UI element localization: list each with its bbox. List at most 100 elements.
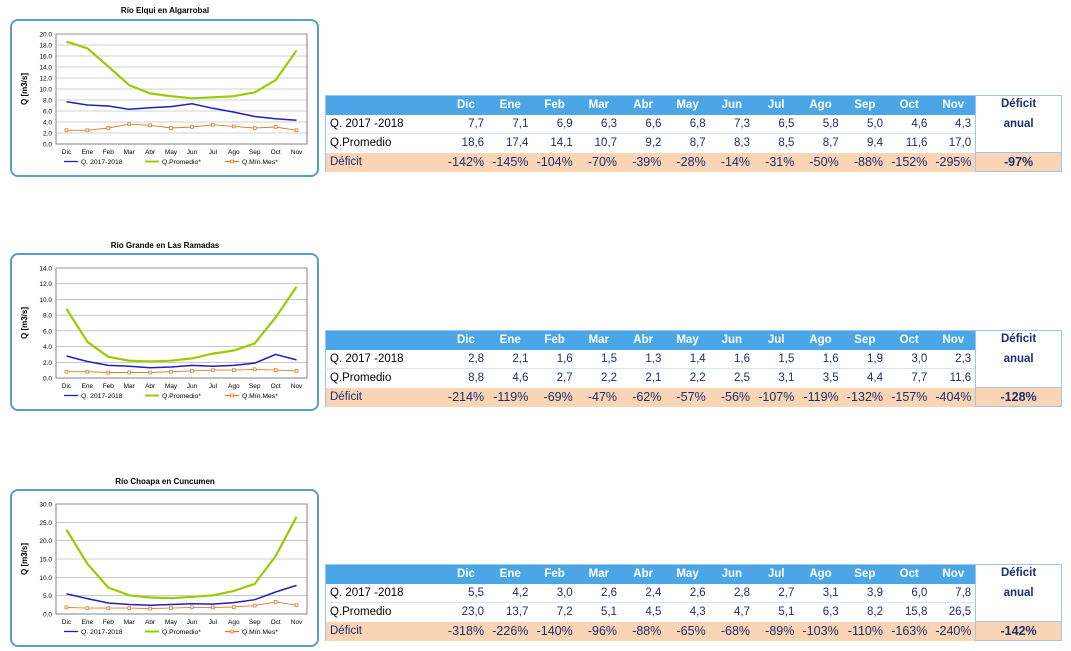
annual-deficit-value: -97% [975, 152, 1062, 172]
table-cell: -57% [665, 387, 710, 407]
table-cell: 1,9 [842, 349, 888, 369]
table-cell: -31% [754, 152, 799, 172]
month-header: Nov [931, 564, 976, 584]
table-cell: 1,6 [532, 349, 577, 369]
data-point [148, 123, 152, 128]
table-cell: -28% [665, 152, 710, 172]
data-point [127, 122, 132, 127]
y-tick-label: 4.0 [43, 120, 52, 127]
data-point [64, 128, 69, 133]
y-tick-label: 6.0 [43, 328, 52, 335]
table-cell: 2,5 [734, 372, 751, 385]
table-cell: 11,6 [949, 372, 972, 385]
series-line-min [66, 368, 297, 373]
data-point [148, 370, 152, 375]
data-point [211, 605, 215, 610]
month-header: Mar [576, 330, 622, 350]
data-point [127, 370, 132, 375]
chart-panel-grande: 0.0 2.0 4.0 6.0 8.0 10.0 12.0 14.0 Dic Ene Feb Mar A… [10, 253, 319, 411]
data-point [190, 369, 194, 373]
table-cell: -145% [488, 152, 533, 172]
x-tick-label: Mar [124, 149, 136, 156]
average-row: Q.Promedio 23,0 13,7 7,2 5,1 4,5 4,3 4,7 5,1 6,3 8… [324, 602, 1062, 622]
data-point [190, 605, 194, 610]
x-tick-label: Oct [271, 149, 281, 156]
table-cell: -104% [532, 152, 577, 172]
data-point [106, 370, 111, 375]
legend-label: Q.Mín.Mes* [242, 629, 278, 636]
month-header: May [665, 564, 710, 584]
data-point [294, 369, 299, 373]
table-cell: 3,5 [822, 372, 839, 385]
y-tick-label: 6.0 [43, 109, 52, 116]
series-line-q [66, 353, 297, 369]
month-header: Ene [488, 564, 533, 584]
table-cell: -96% [576, 621, 622, 641]
month-header: Mar [576, 564, 622, 584]
table-cell: 6,0 [887, 583, 932, 603]
table-cell: -39% [621, 152, 666, 172]
legend-label: Q. 2017-2018 [81, 629, 123, 636]
x-tick-label: Abr [145, 149, 156, 156]
x-tick-label: Sep [249, 619, 261, 626]
month-header: Ene [488, 330, 533, 350]
table-cell: 2,2 [689, 372, 706, 385]
series-line-promedio [65, 516, 298, 600]
table-cell: 6,6 [621, 114, 666, 134]
annual-deficit-label: Déficit anual [975, 330, 1062, 388]
data-point [273, 600, 278, 604]
row-label: Q.Promedio [324, 368, 444, 388]
x-tick-label: Abr [145, 619, 156, 626]
flow-row: Q. 2017 -2018 2,8 2,1 1,6 1,5 1,3 1,4 1,6 1,5 1,6… [324, 349, 1062, 369]
data-point [64, 605, 69, 610]
x-tick-label: Mar [124, 619, 136, 626]
table-cell: 6,9 [532, 114, 577, 134]
table-cell: 2,8 [709, 583, 755, 603]
month-header: Sep [842, 330, 888, 350]
table-cell: 1,5 [576, 349, 622, 369]
table-cell: 26,5 [948, 606, 972, 619]
table-cell: -157% [887, 387, 932, 407]
month-header: Oct [887, 95, 932, 115]
row-label: Q. 2017 -2018 [324, 583, 444, 603]
table-cell: 6,8 [665, 114, 710, 134]
table-cell: 5,0 [842, 114, 888, 134]
y-tick-label: 14.0 [39, 266, 52, 273]
annual-label-line2: anual [1003, 587, 1034, 599]
data-point [211, 368, 215, 372]
x-tick-label: Jun [187, 149, 198, 156]
series-line-min [66, 123, 297, 131]
month-header: Sep [842, 95, 888, 115]
table-cell: 8,3 [734, 137, 751, 150]
month-header: Feb [532, 330, 577, 350]
data-point [106, 606, 111, 610]
x-tick-label: Ene [82, 149, 94, 156]
flow-row: Q. 2017 -2018 5,5 4,2 3,0 2,6 2,4 2,6 2,8 2,7 3,1… [324, 583, 1062, 603]
y-tick-label: 30.0 [39, 502, 52, 509]
table-cell: 8,7 [689, 137, 706, 150]
deficit-row: Déficit -318% -226% -140% -96% -88% -65% -68% -8… [324, 621, 1062, 641]
y-axis-label: Q [m3/s] [20, 73, 29, 105]
x-tick-label: Jul [209, 383, 218, 390]
table-cell: 8,7 [822, 137, 839, 150]
x-tick-label: Sep [249, 383, 261, 390]
month-header: Feb [532, 95, 577, 115]
table-cell: 8,5 [778, 137, 795, 150]
annual-label-line2: anual [1003, 118, 1034, 130]
header-blank [324, 95, 444, 115]
y-tick-label: 2.0 [43, 360, 52, 367]
table-cell: -70% [576, 152, 622, 172]
table-cell: -107% [754, 387, 799, 407]
x-tick-label: Ene [82, 619, 94, 626]
month-header: Ago [798, 95, 843, 115]
legend-marker [230, 159, 234, 164]
month-header: Jul [754, 564, 799, 584]
y-tick-label: 25.0 [39, 520, 52, 527]
x-tick-label: Feb [103, 383, 115, 390]
month-header: May [665, 330, 710, 350]
table-cell: -110% [842, 621, 888, 641]
legend-marker [230, 629, 234, 634]
data-point [231, 124, 236, 129]
table-cell: 17,0 [948, 137, 972, 150]
table-cell: 4,6 [887, 114, 932, 134]
